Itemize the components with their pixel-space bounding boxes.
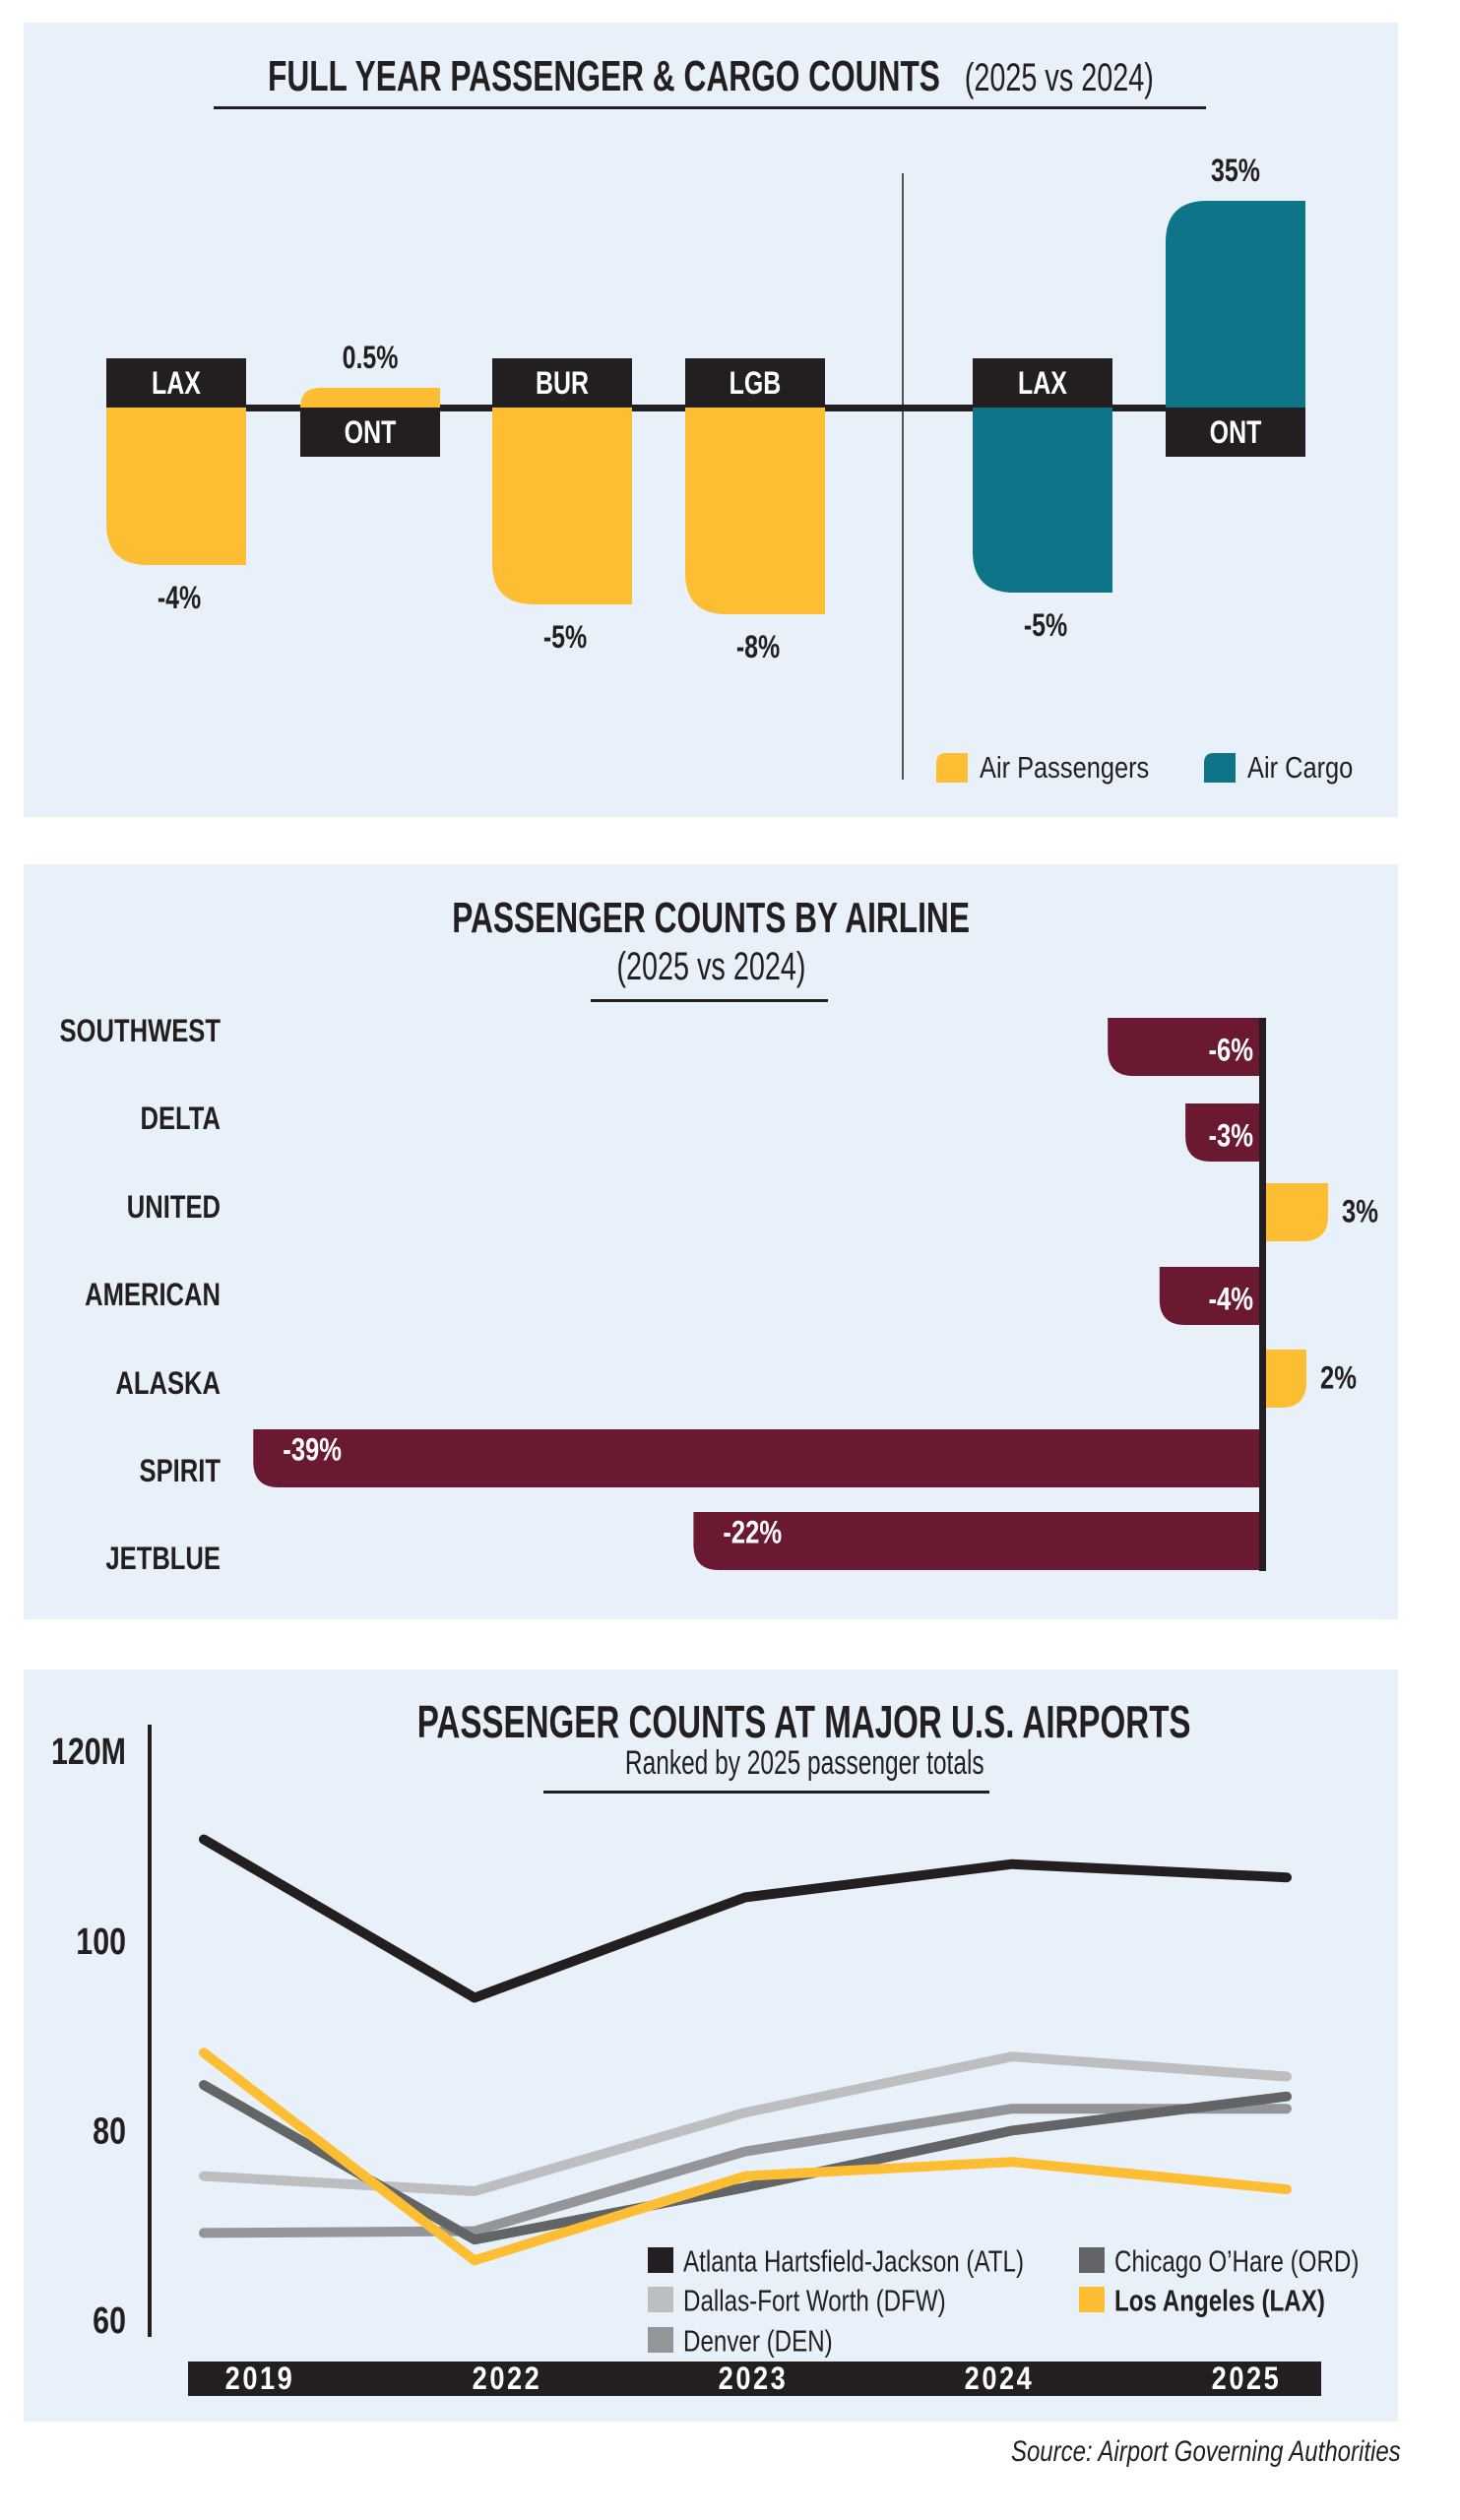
chart3-title: PASSENGER COUNTS AT MAJOR U.S. AIRPORTS: [417, 1696, 1191, 1747]
value-label: -39%: [283, 1433, 342, 1468]
category-label-lax: LAX: [1018, 366, 1067, 402]
chart3-subtitle: Ranked by 2025 passenger totals: [624, 1744, 984, 1782]
value-label: -3%: [1208, 1119, 1253, 1154]
y-axis: [148, 1725, 152, 2337]
category-box-ont: [1166, 408, 1305, 457]
legend-swatch: [648, 2247, 673, 2273]
category-box-lax: [106, 358, 246, 408]
y-tick-label: 80: [93, 2110, 126, 2152]
chart1-title: FULL YEAR PASSENGER & CARGO COUNTS: [268, 52, 940, 100]
value-label: 2%: [1320, 1361, 1357, 1396]
value-label: -5%: [1024, 608, 1067, 644]
value-label: 3%: [1342, 1195, 1378, 1229]
chart2-title-row: PASSENGER COUNTS BY AIRLINE: [24, 894, 1398, 943]
chart2-plot: SOUTHWEST -6% DELTA -3% UNITED 3% AMERICAN -4% A…: [59, 1014, 1378, 1576]
x-tick-label-2023: 2023: [719, 2362, 789, 2397]
category-label-bur: BUR: [536, 366, 589, 402]
chart1-plot: LAX -4% ONT 0.5% BUR -5% LGB -8% LAX -5% ONT 35% Air…: [106, 154, 1353, 786]
zero-axis: [1259, 1018, 1266, 1571]
category-label-ont: ONT: [1210, 415, 1262, 451]
legend-label: Dallas-Fort Worth (DFW): [683, 2284, 946, 2318]
airline-label-american: AMERICAN: [85, 1278, 221, 1312]
chart3-subtitle-row: Ranked by 2025 passenger totals: [211, 1744, 1398, 1783]
legend-swatch: [1079, 2247, 1105, 2273]
bar-air-passengers-lgb: [685, 408, 825, 614]
category-box-lgb: [685, 358, 825, 408]
series-line-atl: [199, 1834, 1292, 2003]
category-label-ont: ONT: [345, 415, 397, 451]
legend-swatch: [648, 2287, 673, 2312]
category-box-bur: [492, 358, 632, 408]
category-box-ont: [300, 408, 440, 457]
value-label: -8%: [736, 630, 780, 665]
legend-label-1: Air Cargo: [1247, 751, 1353, 786]
category-box-lax: [973, 358, 1112, 408]
chart2-subtitle: (2025 vs 2024): [615, 945, 806, 988]
y-tick-label: 100: [76, 1922, 126, 1963]
value-label: -22%: [723, 1516, 782, 1550]
legend-swatch-1: [1204, 753, 1236, 783]
bar-southwest: [1108, 1018, 1263, 1076]
airline-label-jetblue: JETBLUE: [105, 1542, 221, 1576]
chart1-title-underline: [214, 106, 1206, 109]
bar-delta: [1185, 1103, 1263, 1162]
passenger-cargo-panel: FULL YEAR PASSENGER & CARGO COUNTS (2025…: [24, 23, 1398, 817]
legend-swatch: [1079, 2287, 1105, 2312]
chart2-title-underline: [591, 999, 828, 1002]
source-note: Source: Airport Governing Authorities: [1011, 2435, 1401, 2468]
chart2-subtitle-row: (2025 vs 2024): [24, 945, 1398, 989]
legend-swatch-0: [936, 753, 968, 783]
legend-label: Chicago O’Hare (ORD): [1114, 2244, 1359, 2279]
y-tick-label: 120M: [51, 1732, 126, 1773]
airline-label-united: UNITED: [127, 1190, 221, 1225]
bar-air-passengers-lax: [106, 408, 246, 565]
legend-label: Denver (DEN): [683, 2324, 833, 2359]
airline-label-delta: DELTA: [140, 1102, 221, 1136]
bar-american: [1159, 1267, 1263, 1325]
bar-air-cargo-lax: [973, 408, 1112, 593]
chart2-title: PASSENGER COUNTS BY AIRLINE: [452, 894, 970, 942]
value-label: -5%: [543, 620, 587, 656]
x-tick-label-2024: 2024: [965, 2362, 1035, 2397]
x-tick-label-2022: 2022: [473, 2362, 542, 2397]
airline-panel: PASSENGER COUNTS BY AIRLINE (2025 vs 202…: [24, 864, 1398, 1619]
airline-label-southwest: SOUTHWEST: [59, 1014, 221, 1048]
bar-united: [1263, 1183, 1328, 1241]
x-axis-band: [188, 2362, 1321, 2396]
bar-air-cargo-ont: [1166, 201, 1305, 408]
value-label: -6%: [1208, 1034, 1253, 1068]
value-label: -4%: [158, 581, 201, 616]
y-tick-label: 60: [93, 2300, 126, 2342]
airline-label-spirit: SPIRIT: [140, 1454, 222, 1488]
x-tick-label-2019: 2019: [225, 2362, 295, 2397]
chart3-title-row: PASSENGER COUNTS AT MAJOR U.S. AIRPORTS: [211, 1695, 1398, 1748]
value-label: -4%: [1208, 1283, 1253, 1317]
bar-jetblue: [693, 1512, 1263, 1570]
legend-label: Los Angeles (LAX): [1114, 2284, 1325, 2318]
bar-alaska: [1263, 1350, 1306, 1408]
airports-panel: PASSENGER COUNTS AT MAJOR U.S. AIRPORTS …: [24, 1670, 1398, 2422]
x-tick-label-2025: 2025: [1212, 2362, 1282, 2397]
legend-label-0: Air Passengers: [980, 751, 1149, 786]
category-label-lax: LAX: [152, 366, 201, 402]
value-label: 35%: [1211, 154, 1260, 189]
chart1-title-row: FULL YEAR PASSENGER & CARGO COUNTS (2025…: [24, 52, 1398, 101]
bar-air-passengers-ont: [300, 388, 440, 408]
bar-air-passengers-bur: [492, 408, 632, 604]
airline-label-alaska: ALASKA: [115, 1366, 221, 1401]
value-label: 0.5%: [343, 341, 399, 376]
category-label-lgb: LGB: [730, 366, 782, 402]
bar-spirit: [253, 1429, 1263, 1487]
chart3-plot: 120M 100 80 60 2019 2022 2023 2024 2025 Atlanta H…: [51, 1725, 1359, 2397]
legend-label: Atlanta Hartsfield-Jackson (ATL): [683, 2244, 1024, 2279]
legend-swatch: [648, 2327, 673, 2353]
chart1-subtitle: (2025 vs 2024): [964, 56, 1154, 99]
chart3-title-underline: [543, 1791, 989, 1794]
